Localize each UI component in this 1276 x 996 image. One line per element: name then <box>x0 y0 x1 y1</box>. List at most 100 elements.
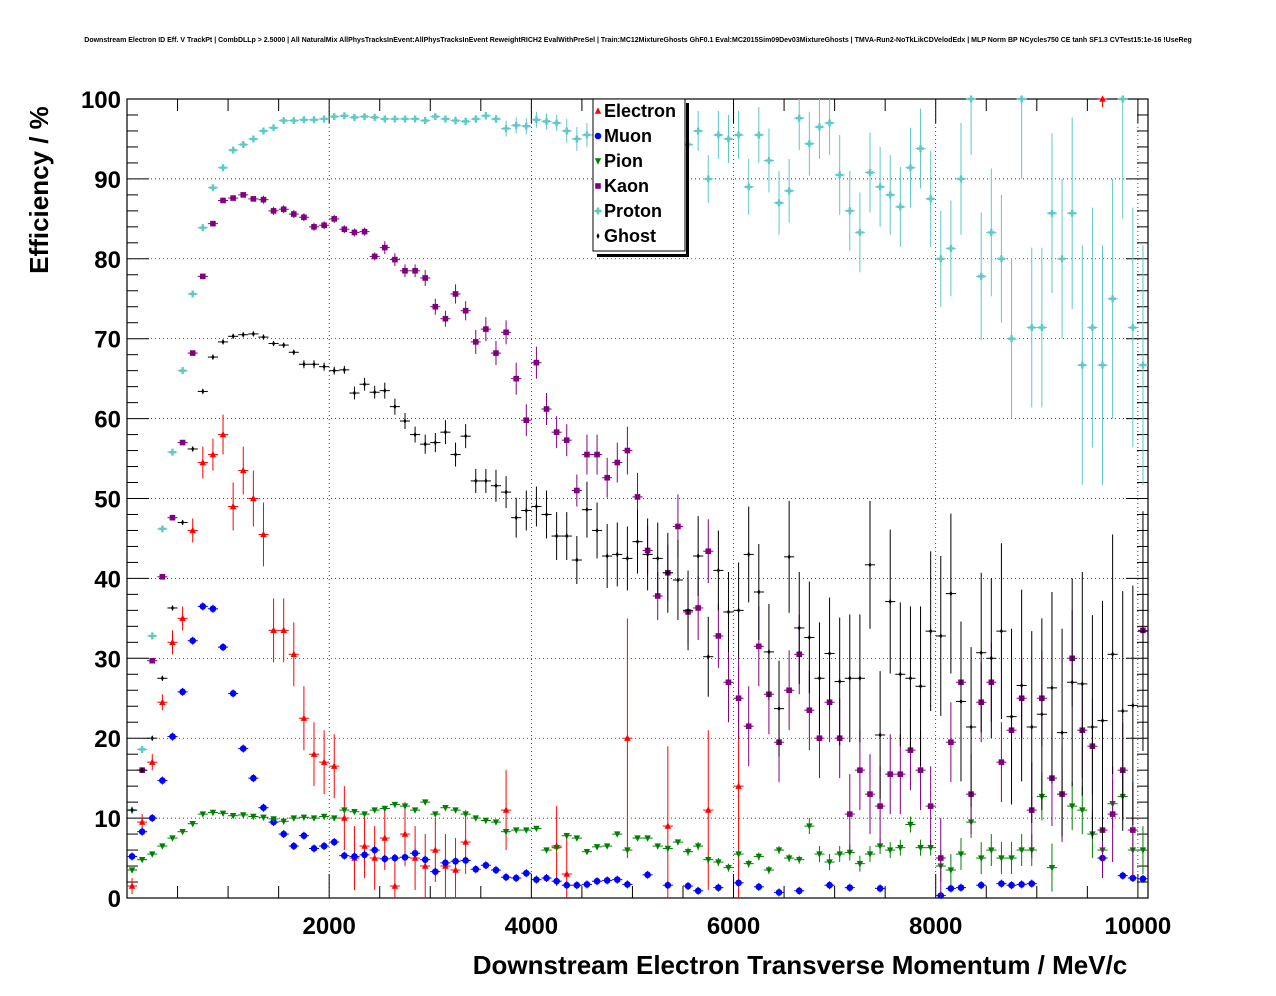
data-point <box>130 807 134 814</box>
data-point <box>684 882 692 890</box>
data-point <box>352 390 356 397</box>
data-point <box>261 334 265 341</box>
data-point <box>302 361 306 368</box>
data-point <box>735 695 742 702</box>
data-point <box>512 121 520 129</box>
data-point <box>229 813 237 820</box>
data-point <box>735 782 742 789</box>
data-point <box>694 887 702 895</box>
legend-shadow-right <box>686 103 689 257</box>
data-point <box>998 855 1005 862</box>
data-point <box>472 339 479 345</box>
data-point <box>482 112 490 120</box>
data-point <box>815 123 823 131</box>
data-point <box>403 417 407 424</box>
data-point <box>492 866 500 874</box>
data-point <box>777 705 781 712</box>
data-point <box>1139 875 1147 883</box>
data-point <box>371 113 379 121</box>
data-point <box>846 811 853 817</box>
data-point <box>724 135 732 143</box>
data-point <box>342 366 346 373</box>
data-point <box>361 811 368 818</box>
data-point <box>503 329 509 336</box>
chart-title: Downstream Electron ID Eff. V TrackPt | … <box>84 37 1191 44</box>
data-point <box>1020 682 1024 689</box>
data-point <box>290 650 297 658</box>
data-point <box>997 255 1005 263</box>
data-point <box>381 115 389 123</box>
x-tick-label: 2000 <box>302 913 355 940</box>
data-point <box>322 363 326 370</box>
data-point <box>138 745 146 753</box>
data-point <box>492 819 500 826</box>
data-point <box>664 822 672 829</box>
data-point <box>300 814 308 822</box>
data-point <box>906 164 914 172</box>
data-point <box>735 879 742 887</box>
data-point <box>421 856 429 863</box>
data-point <box>593 877 601 885</box>
data-point <box>411 849 419 857</box>
data-point <box>715 633 722 639</box>
data-point <box>656 555 660 562</box>
data-point <box>998 759 1005 765</box>
data-point <box>775 847 783 854</box>
data-point <box>454 451 458 458</box>
data-point <box>128 867 136 874</box>
data-point <box>150 735 154 742</box>
data-point <box>583 131 591 139</box>
data-point <box>887 847 894 854</box>
data-point <box>462 307 469 314</box>
data-point <box>795 114 803 122</box>
data-point <box>512 827 520 834</box>
data-point <box>149 657 156 664</box>
y-axis-title: Efficiency / % <box>24 106 54 274</box>
data-point <box>290 815 297 822</box>
data-point <box>391 882 399 889</box>
data-point <box>219 164 227 172</box>
data-point <box>1130 827 1136 833</box>
data-point <box>634 494 641 500</box>
data-point <box>543 847 550 854</box>
data-point <box>876 843 884 850</box>
data-point <box>159 777 166 784</box>
data-point <box>978 855 985 862</box>
data-point <box>575 557 579 564</box>
data-point <box>462 838 469 845</box>
data-point <box>211 354 215 361</box>
data-point <box>181 519 185 526</box>
data-point <box>604 474 610 481</box>
data-point <box>310 845 318 852</box>
data-point <box>170 604 174 611</box>
x-tick-label: 4000 <box>505 913 558 940</box>
x-tick-label: 8000 <box>909 913 962 940</box>
data-point <box>239 745 247 752</box>
y-tick-label: 50 <box>94 487 121 514</box>
data-point <box>411 115 419 123</box>
data-point <box>817 675 821 682</box>
data-point <box>411 807 419 814</box>
data-point <box>341 814 348 821</box>
data-point <box>371 854 378 861</box>
data-point <box>795 887 803 895</box>
data-point <box>897 844 904 852</box>
data-point <box>957 884 965 891</box>
data-point <box>757 588 761 595</box>
data-point <box>644 835 651 842</box>
data-point <box>555 533 559 540</box>
y-tick-label: 60 <box>94 407 121 434</box>
data-point <box>908 675 912 682</box>
data-point <box>474 477 478 484</box>
data-point <box>603 843 611 850</box>
data-point <box>846 884 854 891</box>
data-point <box>846 207 854 215</box>
data-point <box>967 95 975 103</box>
data-point <box>917 767 924 773</box>
data-point <box>866 851 874 858</box>
data-point <box>300 116 308 124</box>
data-point <box>979 649 983 656</box>
data-point <box>826 859 833 866</box>
data-point <box>191 445 195 452</box>
